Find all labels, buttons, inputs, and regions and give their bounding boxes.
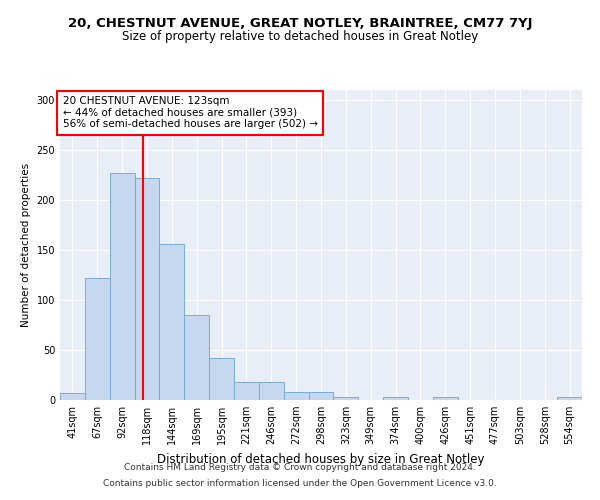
Bar: [557, 397, 582, 400]
Bar: [184, 315, 209, 400]
X-axis label: Distribution of detached houses by size in Great Notley: Distribution of detached houses by size …: [157, 452, 485, 466]
Text: 20, CHESTNUT AVENUE, GREAT NOTLEY, BRAINTREE, CM77 7YJ: 20, CHESTNUT AVENUE, GREAT NOTLEY, BRAIN…: [68, 18, 532, 30]
Text: Contains HM Land Registry data © Crown copyright and database right 2024.: Contains HM Land Registry data © Crown c…: [124, 464, 476, 472]
Bar: [110, 173, 134, 400]
Bar: [134, 178, 160, 400]
Bar: [259, 382, 284, 400]
Bar: [383, 397, 408, 400]
Bar: [284, 392, 308, 400]
Bar: [209, 358, 234, 400]
Bar: [308, 392, 334, 400]
Bar: [334, 397, 358, 400]
Bar: [60, 393, 85, 400]
Bar: [234, 382, 259, 400]
Bar: [433, 397, 458, 400]
Bar: [85, 278, 110, 400]
Text: Size of property relative to detached houses in Great Notley: Size of property relative to detached ho…: [122, 30, 478, 43]
Bar: [160, 244, 184, 400]
Y-axis label: Number of detached properties: Number of detached properties: [21, 163, 31, 327]
Text: 20 CHESTNUT AVENUE: 123sqm
← 44% of detached houses are smaller (393)
56% of sem: 20 CHESTNUT AVENUE: 123sqm ← 44% of deta…: [62, 96, 317, 130]
Text: Contains public sector information licensed under the Open Government Licence v3: Contains public sector information licen…: [103, 478, 497, 488]
